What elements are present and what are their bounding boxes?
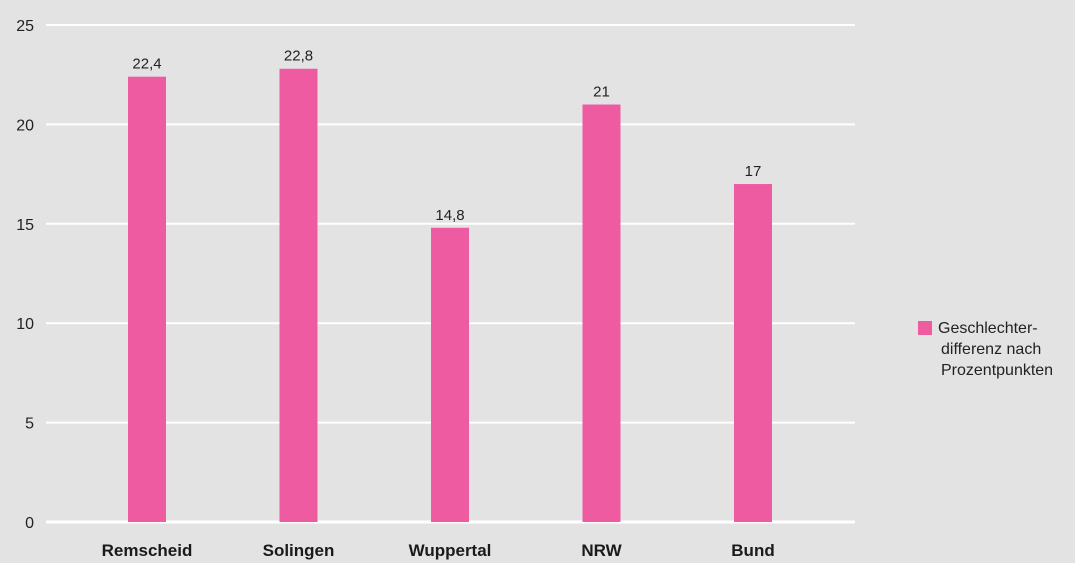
y-tick-label: 5 [25, 416, 34, 433]
data-label: 22,8 [284, 48, 313, 65]
legend-swatch [918, 321, 932, 335]
bars [128, 68, 772, 523]
legend-line-1: Geschlechter- [938, 320, 1038, 337]
x-category-label: NRW [581, 541, 622, 560]
legend-line-3: Prozentpunkten [941, 362, 1054, 379]
bar [431, 227, 469, 522]
y-tick-label: 20 [16, 117, 34, 134]
x-category-label: Solingen [263, 541, 335, 560]
y-tick-label: 0 [25, 515, 34, 532]
data-label: 22,4 [132, 56, 161, 73]
y-tick-label: 10 [16, 316, 34, 333]
x-category-label: Bund [731, 541, 774, 560]
y-axis-ticks: 0 5 10 15 20 25 [16, 18, 34, 532]
data-label: 14,8 [435, 207, 464, 224]
data-label: 21 [593, 84, 610, 101]
bar [279, 68, 318, 523]
x-axis-categories: Remscheid Solingen Wuppertal NRW Bund [102, 541, 775, 560]
legend: Geschlechter- differenz nach Prozentpunk… [918, 318, 1053, 381]
legend-label: Geschlechter- differenz nach Prozentpunk… [938, 318, 1053, 381]
data-label: 17 [745, 163, 762, 180]
bar [582, 104, 621, 523]
legend-line-2: differenz nach [941, 341, 1042, 358]
bar [128, 76, 166, 523]
y-tick-label: 25 [16, 18, 34, 35]
x-category-label: Wuppertal [409, 541, 492, 560]
y-tick-label: 15 [16, 217, 34, 234]
bar [734, 184, 772, 523]
x-category-label: Remscheid [102, 541, 193, 560]
data-labels: 22,4 22,8 14,8 21 17 [132, 48, 761, 224]
